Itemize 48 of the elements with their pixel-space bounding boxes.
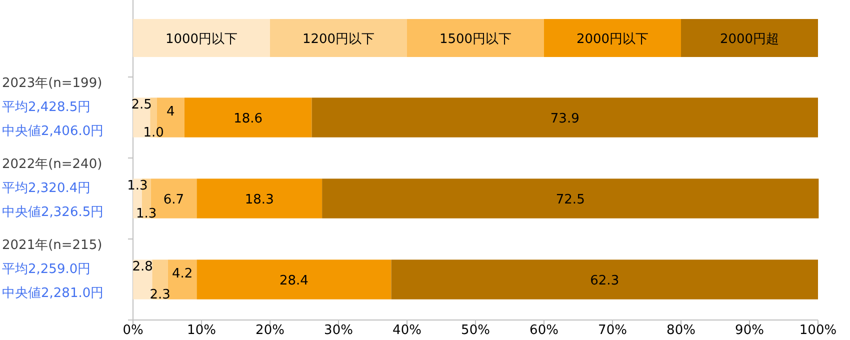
x-tick-label: 20% bbox=[256, 323, 284, 338]
data-label: 4 bbox=[166, 104, 175, 120]
data-label: 72.5 bbox=[556, 192, 585, 208]
text: 中央値2,281.0円 bbox=[2, 286, 104, 301]
x-tick-label: 60% bbox=[530, 323, 558, 338]
x-tick-label: 70% bbox=[598, 323, 627, 338]
text: 2000円超 bbox=[720, 32, 780, 47]
data-label: 18.3 bbox=[244, 192, 274, 208]
text: 平均2,320.4円 bbox=[2, 181, 91, 196]
bar bbox=[184, 98, 312, 138]
data-label: 18.6 bbox=[234, 112, 263, 126]
bar bbox=[152, 260, 168, 300]
data-label: 4.2 bbox=[172, 266, 193, 282]
bar bbox=[196, 260, 392, 300]
x-tick-label: 0% bbox=[122, 323, 144, 338]
x-tick-label: 10% bbox=[187, 323, 216, 338]
text: 1000円以下 bbox=[165, 32, 238, 47]
text: 平均2,428.5円 bbox=[2, 100, 91, 115]
data-label: 73.9 bbox=[550, 112, 580, 126]
data-label: 2.8 bbox=[132, 260, 153, 274]
text: 中央値2,326.5円 bbox=[2, 205, 104, 220]
data-label: 28.4 bbox=[280, 274, 308, 288]
text: 平均2,259.0円 bbox=[2, 262, 91, 277]
y-tick-label: 2022年(n=240) bbox=[2, 157, 102, 172]
text: 1500円以下 bbox=[439, 32, 512, 47]
data-label: 2.5 bbox=[131, 98, 152, 112]
bar bbox=[168, 260, 197, 300]
x-tick-label: 100% bbox=[799, 323, 837, 338]
text: 2000円以下 bbox=[576, 32, 649, 47]
y-tick-label: 2021年(n=215) bbox=[2, 238, 102, 253]
bar bbox=[391, 260, 818, 300]
bar bbox=[196, 178, 322, 218]
data-label: 6.7 bbox=[163, 192, 184, 208]
x-tick-label: 50% bbox=[461, 323, 490, 338]
text: 中央値2,406.0円 bbox=[2, 124, 104, 139]
x-tick-label: 40% bbox=[392, 323, 422, 338]
y-tick-label: 2023年(n=199) bbox=[2, 76, 102, 91]
data-label: 1.3 bbox=[127, 178, 148, 194]
bar bbox=[312, 98, 818, 138]
data-label: 2.3 bbox=[150, 288, 170, 302]
x-tick-label: 80% bbox=[666, 323, 696, 338]
data-label: 62.3 bbox=[590, 274, 620, 288]
x-tick-label: 30% bbox=[324, 323, 353, 338]
x-tick-label: 90% bbox=[735, 323, 764, 338]
data-label: 1.0 bbox=[143, 126, 164, 140]
bar bbox=[322, 178, 819, 218]
text: 1200円以下 bbox=[302, 32, 375, 47]
data-label: 1.3 bbox=[136, 206, 157, 222]
